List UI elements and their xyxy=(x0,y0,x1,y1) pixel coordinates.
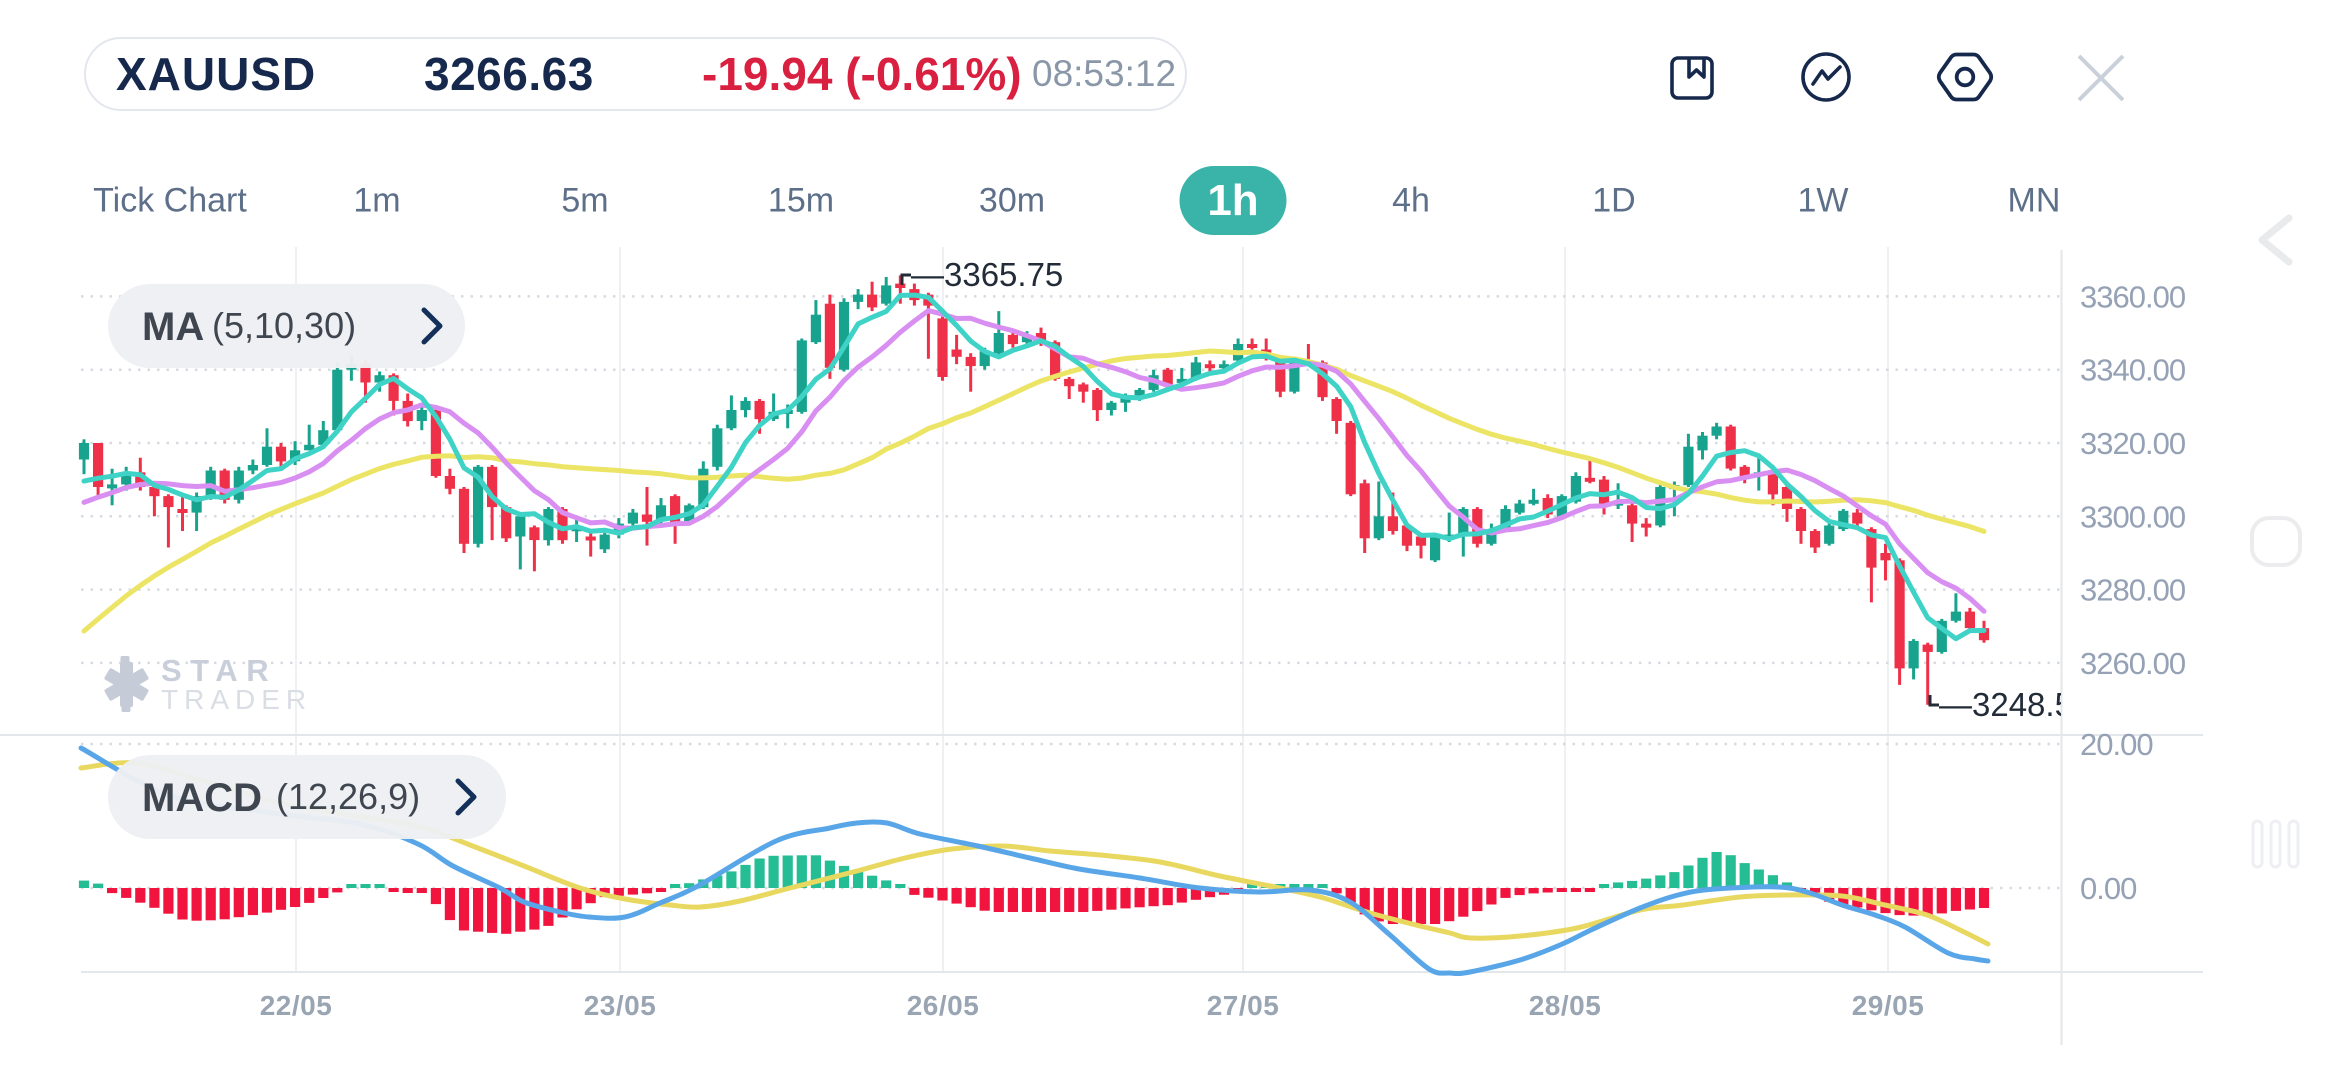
svg-text:STAR: STAR xyxy=(161,653,277,688)
svg-text:3300.00: 3300.00 xyxy=(2080,499,2186,534)
svg-text:23/05: 23/05 xyxy=(584,990,657,1021)
svg-text:22/05: 22/05 xyxy=(260,990,333,1021)
svg-text:(12,26,9): (12,26,9) xyxy=(276,776,420,817)
svg-text:3260.00: 3260.00 xyxy=(2080,646,2186,681)
svg-text:28/05: 28/05 xyxy=(1529,990,1602,1021)
svg-text:20.00: 20.00 xyxy=(2080,727,2153,762)
svg-text:TRADER: TRADER xyxy=(161,684,312,715)
svg-text:—3248.57: —3248.57 xyxy=(1939,686,2091,723)
svg-text:26/05: 26/05 xyxy=(907,990,980,1021)
svg-text:3320.00: 3320.00 xyxy=(2080,426,2186,461)
svg-text:3280.00: 3280.00 xyxy=(2080,573,2186,608)
svg-text:3360.00: 3360.00 xyxy=(2080,279,2186,314)
svg-text:MACD: MACD xyxy=(142,776,262,820)
svg-text:MA: MA xyxy=(142,305,204,349)
svg-text:0.00: 0.00 xyxy=(2080,871,2137,906)
svg-text:29/05: 29/05 xyxy=(1852,990,1925,1021)
svg-text:—3365.75: —3365.75 xyxy=(911,256,1063,293)
svg-text:27/05: 27/05 xyxy=(1207,990,1280,1021)
svg-text:(5,10,30): (5,10,30) xyxy=(212,305,356,346)
svg-text:3340.00: 3340.00 xyxy=(2080,353,2186,388)
